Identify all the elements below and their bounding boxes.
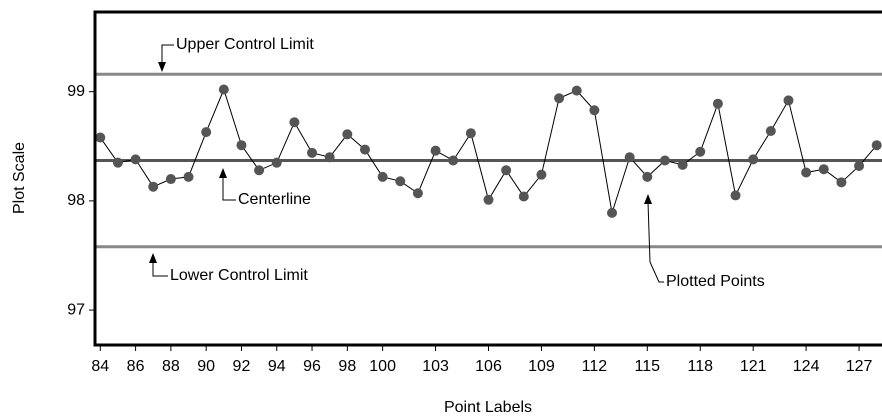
- x-tick-label: 127: [846, 358, 873, 375]
- data-point: [730, 190, 741, 201]
- data-point: [518, 191, 529, 202]
- x-tick-label: 109: [528, 358, 555, 375]
- data-point: [765, 126, 776, 137]
- annotation-arrowhead: [158, 62, 166, 72]
- data-point: [218, 84, 229, 95]
- data-point: [589, 105, 600, 116]
- y-axis-label: Plot Scale: [11, 142, 28, 214]
- annotation-arrowhead: [644, 194, 652, 204]
- data-point: [148, 181, 159, 192]
- data-point: [430, 145, 441, 156]
- data-point: [818, 164, 829, 175]
- data-point: [236, 140, 247, 151]
- data-point: [836, 177, 847, 188]
- y-tick-label: 99: [67, 83, 85, 100]
- data-point: [254, 165, 265, 176]
- data-point: [554, 93, 565, 104]
- data-point: [677, 159, 688, 170]
- data-point: [607, 207, 618, 218]
- annotation-label: Upper Control Limit: [176, 36, 314, 53]
- x-tick-label: 94: [268, 358, 286, 375]
- annotation-label: Plotted Points: [666, 273, 765, 290]
- data-point: [342, 129, 353, 140]
- data-point: [448, 155, 459, 166]
- annotation-leader: [161, 44, 174, 64]
- plot-frame: [93, 10, 882, 347]
- data-point: [695, 146, 706, 157]
- x-tick-label: 98: [338, 358, 356, 375]
- data-point: [271, 157, 282, 168]
- data-point: [483, 194, 494, 205]
- data-point: [624, 152, 635, 163]
- x-tick-label: 100: [369, 358, 396, 375]
- data-point: [324, 152, 335, 163]
- data-point: [501, 165, 512, 176]
- data-point: [412, 188, 423, 199]
- data-point: [183, 171, 194, 182]
- x-tick-label: 124: [793, 358, 820, 375]
- annotation-leader: [222, 176, 236, 201]
- x-tick-label: 96: [303, 358, 321, 375]
- data-point: [642, 171, 653, 182]
- x-tick-label: 103: [422, 358, 449, 375]
- annotation-arrowhead: [219, 168, 227, 178]
- x-tick-label: 86: [127, 358, 145, 375]
- annotation-leader: [647, 201, 664, 283]
- data-point: [165, 174, 176, 185]
- data-point: [536, 169, 547, 180]
- data-point: [712, 98, 723, 109]
- data-point: [748, 154, 759, 165]
- x-tick-label: 106: [475, 358, 502, 375]
- x-tick-label: 84: [91, 358, 109, 375]
- x-tick-label: 88: [162, 358, 180, 375]
- data-point: [95, 132, 106, 143]
- data-point: [201, 127, 212, 138]
- data-point: [112, 157, 123, 168]
- x-tick-label: 112: [582, 358, 608, 375]
- data-point: [801, 167, 812, 178]
- data-point: [659, 155, 670, 166]
- data-point: [359, 144, 370, 155]
- data-point: [783, 95, 794, 106]
- x-tick-label: 118: [687, 358, 713, 375]
- data-point: [289, 117, 300, 128]
- data-point: [465, 128, 476, 139]
- x-tick-label: 92: [233, 358, 251, 375]
- annotation-leader: [152, 261, 168, 277]
- data-point: [307, 147, 318, 158]
- data-point: [871, 140, 882, 151]
- data-point: [571, 85, 582, 96]
- y-tick-label: 97: [67, 301, 85, 318]
- annotation-label: Centerline: [238, 191, 311, 208]
- annotation-arrowhead: [149, 253, 157, 263]
- x-axis-label: Point Labels: [444, 399, 532, 416]
- data-line: [99, 88, 878, 214]
- y-tick-label: 98: [67, 192, 85, 209]
- data-point: [854, 160, 865, 171]
- x-tick-label: 121: [740, 358, 767, 375]
- data-point: [377, 171, 388, 182]
- data-point: [395, 176, 406, 187]
- x-tick-label: 115: [635, 358, 661, 375]
- x-tick-label: 90: [197, 358, 215, 375]
- data-point: [130, 154, 141, 165]
- annotation-label: Lower Control Limit: [170, 267, 308, 284]
